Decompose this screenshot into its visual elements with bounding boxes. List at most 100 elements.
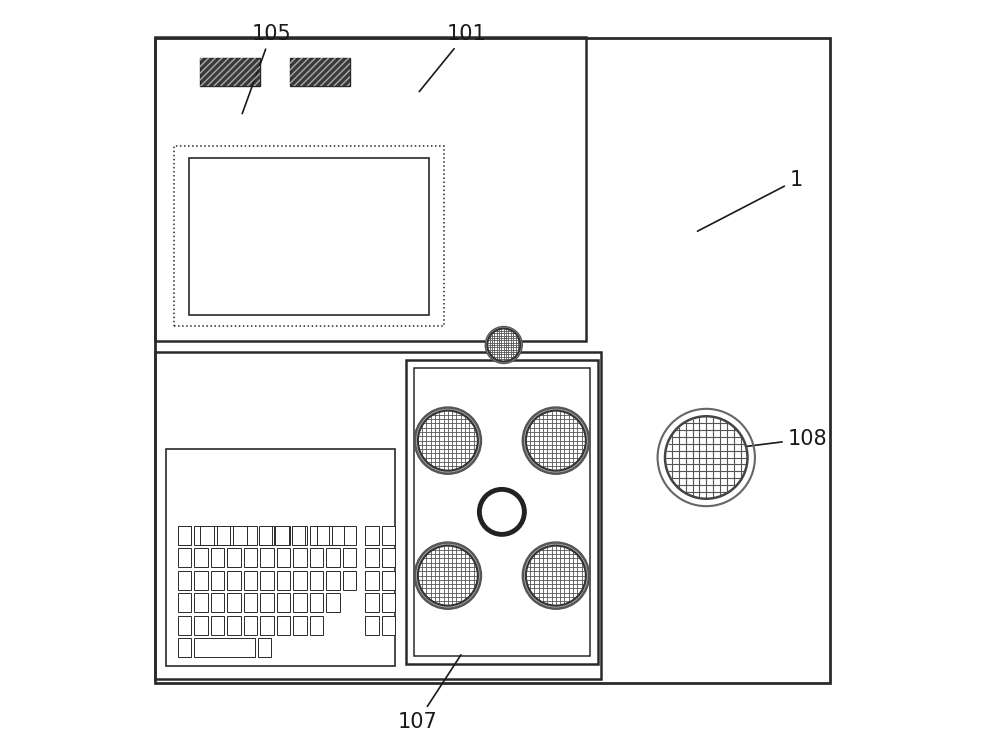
Bar xyxy=(293,548,306,567)
Bar xyxy=(194,548,208,567)
Bar xyxy=(227,571,240,590)
Bar xyxy=(216,526,230,544)
Bar xyxy=(326,593,340,612)
Bar xyxy=(382,526,395,544)
Bar xyxy=(178,526,191,544)
Bar xyxy=(326,571,340,590)
Bar xyxy=(342,526,356,544)
Bar xyxy=(342,548,356,567)
Bar xyxy=(293,571,306,590)
Bar xyxy=(260,571,274,590)
Bar xyxy=(276,593,290,612)
Bar xyxy=(200,58,260,86)
Bar xyxy=(258,638,271,657)
Bar xyxy=(244,593,257,612)
Text: 101: 101 xyxy=(419,24,486,92)
Bar xyxy=(155,352,601,679)
Bar xyxy=(155,38,586,341)
Circle shape xyxy=(414,542,481,609)
Bar xyxy=(258,526,272,544)
Bar xyxy=(174,146,444,326)
Bar xyxy=(178,526,191,544)
Bar xyxy=(244,571,257,590)
Bar xyxy=(244,526,257,544)
Circle shape xyxy=(485,326,522,364)
Circle shape xyxy=(487,328,520,362)
Bar xyxy=(365,571,378,590)
Text: 1: 1 xyxy=(697,170,803,231)
Bar xyxy=(290,58,350,86)
Bar xyxy=(260,616,274,634)
Bar xyxy=(365,616,378,634)
Bar xyxy=(178,616,191,634)
Bar xyxy=(260,548,274,567)
Bar xyxy=(227,593,240,612)
Bar xyxy=(233,526,246,544)
Bar xyxy=(244,616,257,634)
Bar xyxy=(293,616,306,634)
Bar xyxy=(292,526,305,544)
Bar xyxy=(227,548,240,567)
Circle shape xyxy=(525,410,587,472)
Circle shape xyxy=(665,416,748,499)
Circle shape xyxy=(418,411,478,471)
Bar xyxy=(200,58,260,86)
Bar xyxy=(276,616,290,634)
Bar xyxy=(382,616,395,634)
Text: 105: 105 xyxy=(242,24,291,114)
Bar xyxy=(276,571,290,590)
Bar xyxy=(244,548,257,567)
Bar xyxy=(317,526,329,544)
Circle shape xyxy=(525,544,587,607)
Circle shape xyxy=(418,546,478,606)
Circle shape xyxy=(526,411,586,471)
Bar xyxy=(210,571,224,590)
Bar xyxy=(210,526,224,544)
Bar xyxy=(178,638,191,657)
Bar xyxy=(406,360,598,664)
Bar xyxy=(210,593,224,612)
Bar xyxy=(260,526,274,544)
Bar xyxy=(293,593,306,612)
Bar xyxy=(293,526,306,544)
Bar xyxy=(178,593,191,612)
Bar xyxy=(276,548,290,567)
Bar xyxy=(178,548,191,567)
Bar xyxy=(326,526,340,544)
Bar xyxy=(194,526,208,544)
Bar xyxy=(365,548,378,567)
Bar xyxy=(210,548,224,567)
Circle shape xyxy=(487,328,521,362)
Bar xyxy=(326,548,340,567)
Bar xyxy=(382,571,395,590)
Bar xyxy=(227,616,240,634)
Bar xyxy=(310,571,323,590)
Bar xyxy=(155,38,830,682)
Bar xyxy=(200,526,214,544)
Bar xyxy=(194,571,208,590)
Bar xyxy=(365,526,378,544)
Bar xyxy=(290,58,350,86)
Text: 108: 108 xyxy=(720,429,827,450)
Bar xyxy=(276,526,290,544)
Bar xyxy=(178,571,191,590)
Bar xyxy=(310,548,323,567)
Bar xyxy=(414,368,590,656)
Bar xyxy=(365,593,378,612)
Circle shape xyxy=(417,544,479,607)
Circle shape xyxy=(522,407,589,474)
Circle shape xyxy=(522,542,589,609)
Circle shape xyxy=(417,410,479,472)
Bar xyxy=(310,593,323,612)
Bar xyxy=(342,571,356,590)
Bar xyxy=(194,638,255,657)
Bar xyxy=(194,616,208,634)
Bar xyxy=(275,526,288,544)
Circle shape xyxy=(526,546,586,606)
Bar xyxy=(332,526,344,544)
Bar xyxy=(210,616,224,634)
Bar xyxy=(189,158,429,315)
Bar xyxy=(382,593,395,612)
Bar xyxy=(382,548,395,567)
Bar xyxy=(260,593,274,612)
